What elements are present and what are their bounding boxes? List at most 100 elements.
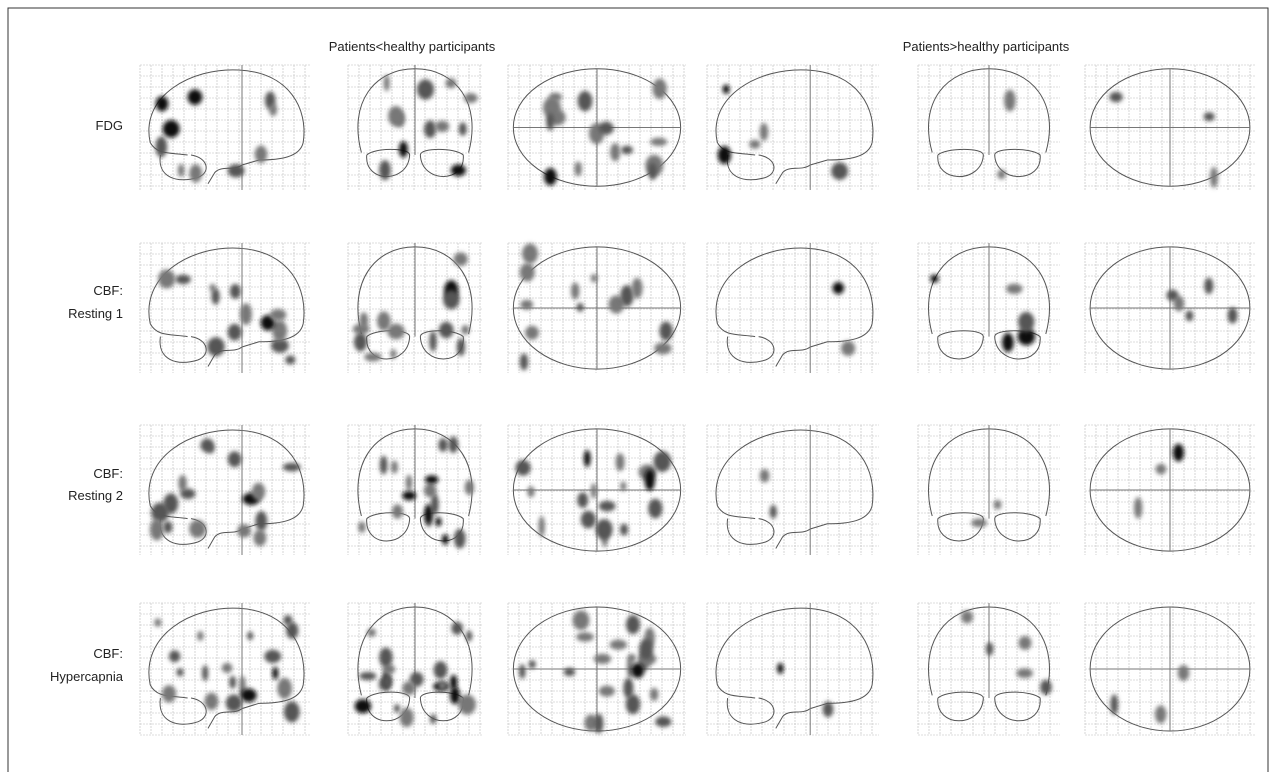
activation-blob: [993, 499, 1002, 510]
activation-blob: [445, 78, 457, 89]
cerebellum-outline: [726, 697, 775, 725]
activation-blob: [831, 162, 849, 180]
activation-blob: [155, 96, 169, 112]
row-label: Hypercapnia: [50, 669, 124, 684]
activation-blob: [270, 338, 289, 353]
activation-blob: [594, 713, 604, 734]
activation-blob: [449, 686, 460, 705]
activation-blob: [769, 504, 777, 519]
row-label: Resting 1: [68, 306, 123, 321]
activation-blob: [277, 677, 292, 699]
brain-outline: [148, 429, 305, 549]
activation-blob: [162, 120, 180, 138]
brain-panel: [347, 242, 482, 373]
activation-blob: [717, 145, 732, 165]
activation-blob: [527, 486, 535, 498]
activation-blob: [971, 518, 988, 528]
activation-blob: [285, 355, 296, 365]
activation-blob: [625, 614, 641, 635]
activation-blob: [207, 337, 225, 357]
activation-blob: [429, 714, 437, 725]
activation-blob: [391, 504, 403, 519]
activation-blob: [379, 647, 393, 668]
activation-blob: [388, 105, 404, 127]
cerebellum-outline: [159, 336, 207, 363]
activation-blob: [358, 521, 366, 533]
activation-blob: [543, 96, 561, 119]
activation-blob: [1185, 310, 1194, 322]
activation-blob: [269, 309, 287, 321]
activation-blob: [229, 283, 241, 299]
activation-blob: [435, 516, 442, 527]
activation-blob: [180, 488, 196, 500]
activation-blob: [464, 479, 475, 496]
activation-blob: [1018, 635, 1032, 650]
activation-blob: [227, 323, 242, 341]
activation-blob: [154, 618, 162, 627]
activation-blob: [576, 302, 584, 312]
activation-blob: [382, 673, 393, 690]
activation-blob: [453, 252, 468, 267]
activation-blob: [202, 665, 209, 682]
activation-blob: [454, 528, 466, 549]
activation-blob: [595, 518, 613, 540]
column-header: Patients<healthy participants: [329, 39, 496, 54]
activation-blob: [619, 523, 629, 536]
activation-blob: [576, 632, 594, 642]
activation-blob: [402, 681, 416, 696]
activation-blob: [649, 687, 659, 701]
activation-blob: [383, 74, 390, 92]
cerebellum-outline: [726, 154, 775, 181]
activation-blob: [464, 93, 478, 104]
activation-blob: [393, 704, 401, 713]
brain-panel: [1084, 424, 1255, 555]
activation-blob: [187, 89, 203, 105]
activation-blob: [648, 162, 657, 180]
activation-blob: [1016, 668, 1033, 679]
activation-blob: [456, 338, 466, 357]
activation-blob: [609, 639, 628, 650]
activation-blob: [437, 680, 448, 691]
activation-blob: [1166, 289, 1179, 302]
activation-blob: [1155, 463, 1167, 475]
activation-blob: [1002, 332, 1014, 353]
brain-outline: [1089, 246, 1251, 370]
activation-blob: [458, 694, 476, 715]
activation-blob: [590, 483, 597, 499]
activation-blob: [841, 340, 856, 356]
activation-blob: [584, 714, 598, 732]
brain-panel: [1084, 242, 1255, 373]
activation-blob: [580, 510, 596, 529]
brain-panel: [917, 64, 1060, 190]
activation-blob: [391, 460, 398, 474]
activation-blob: [247, 631, 254, 641]
activation-blob: [574, 161, 582, 177]
activation-blob: [353, 332, 368, 352]
brain-panel: [139, 602, 310, 736]
activation-blob: [424, 503, 433, 525]
brain-panel: [347, 424, 482, 555]
brain-panel: [706, 242, 879, 373]
activation-blob: [438, 321, 454, 339]
activation-blob: [598, 500, 616, 512]
activation-blob: [631, 662, 645, 679]
activation-blob: [253, 529, 267, 547]
cerebellum-outline: [726, 518, 775, 545]
activation-blob: [583, 450, 591, 467]
activation-blob: [200, 438, 215, 453]
activation-blob: [149, 518, 164, 541]
activation-blob: [639, 638, 654, 660]
activation-blob: [254, 145, 268, 164]
activation-blob: [930, 274, 939, 283]
activation-blob: [654, 342, 672, 355]
row-label: CBF:: [93, 283, 123, 298]
activation-blob: [655, 716, 672, 728]
activation-blob: [1203, 112, 1215, 122]
activation-blob: [450, 164, 466, 177]
activation-blob: [546, 113, 555, 131]
activation-blob: [364, 352, 382, 362]
activation-blob: [251, 482, 266, 501]
activation-blob: [177, 163, 185, 178]
activation-blob: [240, 303, 252, 326]
